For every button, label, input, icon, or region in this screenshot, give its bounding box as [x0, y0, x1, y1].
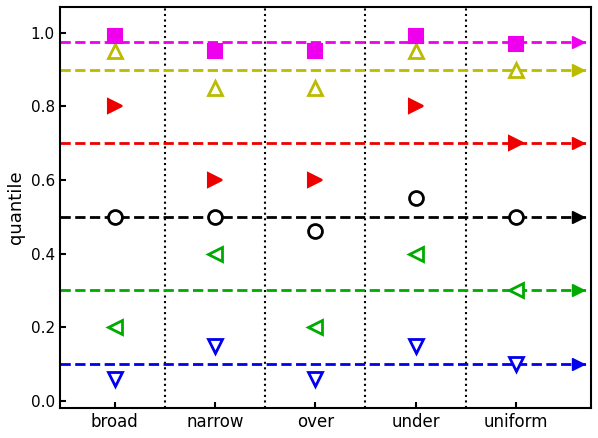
Y-axis label: quantile: quantile	[7, 171, 25, 244]
